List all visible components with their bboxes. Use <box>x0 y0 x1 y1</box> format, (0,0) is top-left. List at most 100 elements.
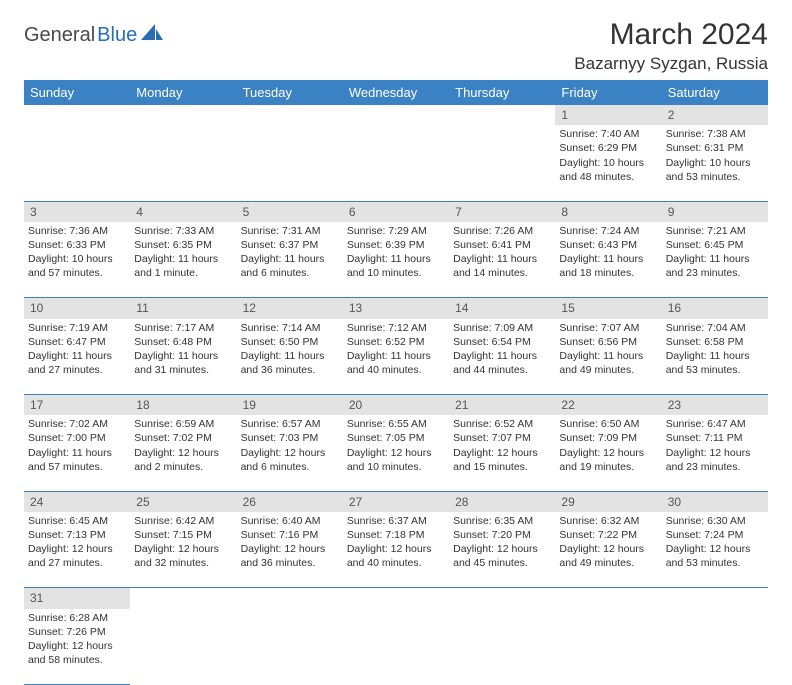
sunrise-text: Sunrise: 7:14 AM <box>241 321 339 335</box>
sunrise-text: Sunrise: 6:57 AM <box>241 417 339 431</box>
day-cell: Sunrise: 6:55 AMSunset: 7:05 PMDaylight:… <box>343 415 449 491</box>
day-number: 8 <box>555 201 661 222</box>
daylight-text: Daylight: 12 hours and 15 minutes. <box>453 446 551 474</box>
sunset-text: Sunset: 6:48 PM <box>134 335 232 349</box>
day-number: 18 <box>130 395 236 416</box>
daylight-text: Daylight: 12 hours and 58 minutes. <box>28 639 126 667</box>
day-number <box>662 588 768 609</box>
sunrise-text: Sunrise: 6:45 AM <box>28 514 126 528</box>
day-cell: Sunrise: 7:31 AMSunset: 6:37 PMDaylight:… <box>237 222 343 298</box>
calendar-table: SundayMondayTuesdayWednesdayThursdayFrid… <box>24 80 768 685</box>
weekday-header: Wednesday <box>343 80 449 105</box>
day-cell: Sunrise: 6:30 AMSunset: 7:24 PMDaylight:… <box>662 512 768 588</box>
day-cell: Sunrise: 6:35 AMSunset: 7:20 PMDaylight:… <box>449 512 555 588</box>
day-cell <box>24 125 130 201</box>
day-number-row: 3456789 <box>24 201 768 222</box>
day-cell: Sunrise: 6:40 AMSunset: 7:16 PMDaylight:… <box>237 512 343 588</box>
week-row: Sunrise: 7:36 AMSunset: 6:33 PMDaylight:… <box>24 222 768 298</box>
week-row: Sunrise: 6:45 AMSunset: 7:13 PMDaylight:… <box>24 512 768 588</box>
day-number-row: 24252627282930 <box>24 491 768 512</box>
sunset-text: Sunset: 6:45 PM <box>666 238 764 252</box>
day-number: 7 <box>449 201 555 222</box>
day-cell: Sunrise: 7:38 AMSunset: 6:31 PMDaylight:… <box>662 125 768 201</box>
daylight-text: Daylight: 11 hours and 14 minutes. <box>453 252 551 280</box>
day-number: 29 <box>555 491 661 512</box>
day-cell <box>343 125 449 201</box>
weekday-header: Thursday <box>449 80 555 105</box>
sunrise-text: Sunrise: 7:17 AM <box>134 321 232 335</box>
day-number: 14 <box>449 298 555 319</box>
day-number-row: 31 <box>24 588 768 609</box>
daylight-text: Daylight: 12 hours and 10 minutes. <box>347 446 445 474</box>
day-cell: Sunrise: 6:28 AMSunset: 7:26 PMDaylight:… <box>24 609 130 685</box>
month-title: March 2024 <box>574 18 768 52</box>
day-number: 24 <box>24 491 130 512</box>
sunrise-text: Sunrise: 7:02 AM <box>28 417 126 431</box>
daylight-text: Daylight: 12 hours and 2 minutes. <box>134 446 232 474</box>
sunset-text: Sunset: 7:16 PM <box>241 528 339 542</box>
daylight-text: Daylight: 12 hours and 36 minutes. <box>241 542 339 570</box>
day-number: 5 <box>237 201 343 222</box>
sunrise-text: Sunrise: 6:30 AM <box>666 514 764 528</box>
day-number: 9 <box>662 201 768 222</box>
sunrise-text: Sunrise: 6:28 AM <box>28 611 126 625</box>
day-cell: Sunrise: 7:26 AMSunset: 6:41 PMDaylight:… <box>449 222 555 298</box>
day-number: 22 <box>555 395 661 416</box>
day-number: 16 <box>662 298 768 319</box>
day-cell: Sunrise: 6:57 AMSunset: 7:03 PMDaylight:… <box>237 415 343 491</box>
sunrise-text: Sunrise: 6:35 AM <box>453 514 551 528</box>
daylight-text: Daylight: 11 hours and 23 minutes. <box>666 252 764 280</box>
day-number <box>237 588 343 609</box>
day-number: 13 <box>343 298 449 319</box>
day-number: 12 <box>237 298 343 319</box>
week-row: Sunrise: 7:19 AMSunset: 6:47 PMDaylight:… <box>24 319 768 395</box>
sunset-text: Sunset: 6:52 PM <box>347 335 445 349</box>
logo-text-blue: Blue <box>97 24 137 47</box>
day-cell <box>449 609 555 685</box>
sunrise-text: Sunrise: 6:40 AM <box>241 514 339 528</box>
sunset-text: Sunset: 6:50 PM <box>241 335 339 349</box>
daylight-text: Daylight: 12 hours and 6 minutes. <box>241 446 339 474</box>
sunrise-text: Sunrise: 7:21 AM <box>666 224 764 238</box>
daylight-text: Daylight: 11 hours and 53 minutes. <box>666 349 764 377</box>
daylight-text: Daylight: 12 hours and 32 minutes. <box>134 542 232 570</box>
sunrise-text: Sunrise: 6:47 AM <box>666 417 764 431</box>
day-number: 27 <box>343 491 449 512</box>
daylight-text: Daylight: 10 hours and 53 minutes. <box>666 156 764 184</box>
sunrise-text: Sunrise: 7:12 AM <box>347 321 445 335</box>
sunset-text: Sunset: 6:58 PM <box>666 335 764 349</box>
day-cell: Sunrise: 7:09 AMSunset: 6:54 PMDaylight:… <box>449 319 555 395</box>
weekday-header-row: SundayMondayTuesdayWednesdayThursdayFrid… <box>24 80 768 105</box>
day-number: 26 <box>237 491 343 512</box>
sunset-text: Sunset: 7:15 PM <box>134 528 232 542</box>
day-cell: Sunrise: 6:45 AMSunset: 7:13 PMDaylight:… <box>24 512 130 588</box>
day-number: 31 <box>24 588 130 609</box>
daylight-text: Daylight: 11 hours and 6 minutes. <box>241 252 339 280</box>
daylight-text: Daylight: 11 hours and 49 minutes. <box>559 349 657 377</box>
sunset-text: Sunset: 7:20 PM <box>453 528 551 542</box>
daylight-text: Daylight: 12 hours and 19 minutes. <box>559 446 657 474</box>
sunrise-text: Sunrise: 6:55 AM <box>347 417 445 431</box>
location: Bazarnyy Syzgan, Russia <box>574 54 768 74</box>
sunrise-text: Sunrise: 7:31 AM <box>241 224 339 238</box>
day-number <box>237 105 343 125</box>
day-number-row: 17181920212223 <box>24 395 768 416</box>
day-cell <box>237 609 343 685</box>
day-cell: Sunrise: 7:07 AMSunset: 6:56 PMDaylight:… <box>555 319 661 395</box>
day-cell <box>130 125 236 201</box>
sunrise-text: Sunrise: 7:09 AM <box>453 321 551 335</box>
day-number: 17 <box>24 395 130 416</box>
sunset-text: Sunset: 6:31 PM <box>666 141 764 155</box>
day-number: 28 <box>449 491 555 512</box>
day-number <box>24 105 130 125</box>
day-cell <box>237 125 343 201</box>
weekday-header: Sunday <box>24 80 130 105</box>
day-number: 30 <box>662 491 768 512</box>
sunset-text: Sunset: 6:37 PM <box>241 238 339 252</box>
sail-icon <box>141 24 163 47</box>
sunrise-text: Sunrise: 6:37 AM <box>347 514 445 528</box>
calendar-body: 12Sunrise: 7:40 AMSunset: 6:29 PMDayligh… <box>24 105 768 685</box>
daylight-text: Daylight: 11 hours and 44 minutes. <box>453 349 551 377</box>
header: General Blue March 2024 Bazarnyy Syzgan,… <box>24 18 768 74</box>
day-number: 20 <box>343 395 449 416</box>
